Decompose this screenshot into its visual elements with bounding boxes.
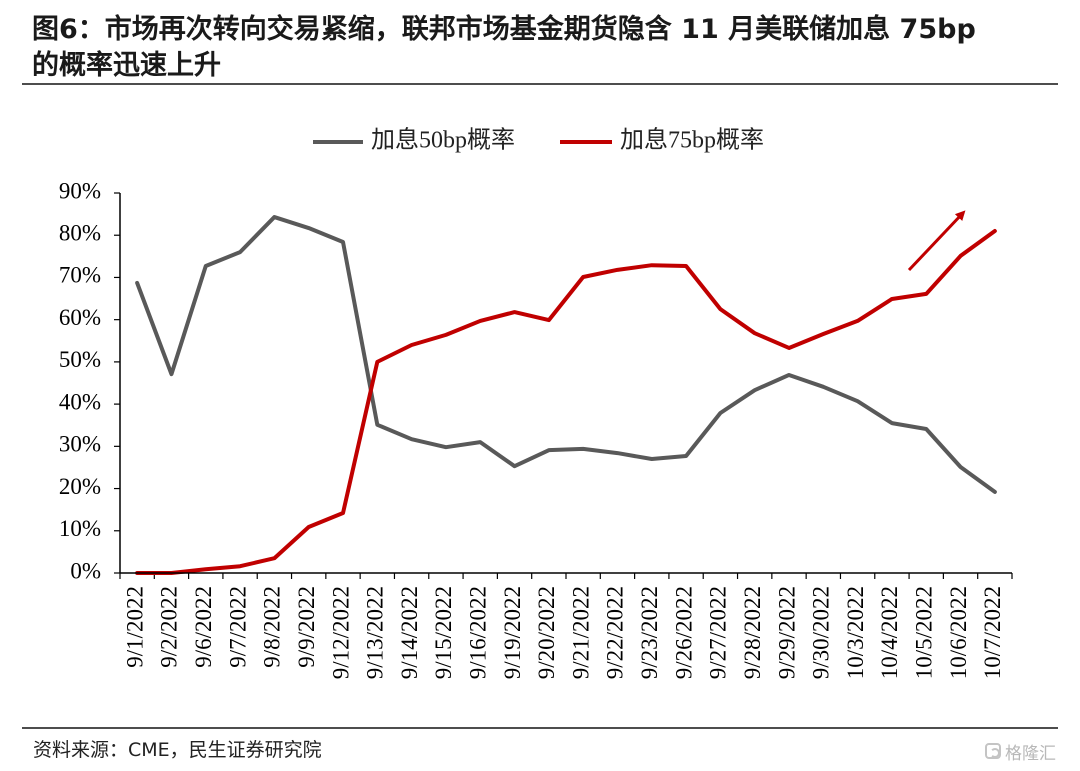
y-tick-label: 50% (59, 347, 101, 372)
x-tick-label: 9/7/2022 (225, 586, 250, 668)
x-tick-label: 10/7/2022 (980, 586, 1005, 679)
x-tick-label: 9/22/2022 (603, 586, 628, 679)
watermark-text: 格隆汇 (1005, 743, 1056, 764)
y-tick-label: 70% (59, 263, 101, 288)
x-tick-label: 9/29/2022 (774, 586, 799, 679)
legend-label-50bp: 加息50bp概率 (371, 127, 515, 154)
x-tick-label: 9/6/2022 (191, 586, 216, 668)
source-note: 资料来源：CME，民生证券研究院 (33, 739, 322, 761)
y-tick-label: 20% (59, 474, 101, 499)
x-tick-label: 9/13/2022 (363, 586, 388, 679)
watermark-logo-icon (985, 743, 1001, 759)
x-tick-label: 9/30/2022 (809, 586, 834, 679)
watermark: 格隆汇 (985, 739, 1056, 764)
y-tick-label: 10% (59, 516, 101, 541)
x-tick-label: 10/6/2022 (946, 586, 971, 679)
title-divider (22, 83, 1058, 85)
x-tick-label: 10/3/2022 (843, 586, 868, 679)
series-lines (135, 215, 997, 575)
x-tick-label: 9/26/2022 (671, 586, 696, 679)
x-axis-ticks: 9/1/2022 9/2/2022 9/6/2022 9/7/2022 9/8/2022… (119, 573, 1013, 679)
x-tick-label: 9/19/2022 (500, 586, 525, 679)
y-tick-label: 90% (59, 178, 101, 203)
x-tick-label: 10/4/2022 (877, 586, 902, 679)
figure-title: 图6：市场再次转向交易紧缩，联邦市场基金期货隐含 11 月美联储加息 75bp … (32, 12, 1052, 84)
x-tick-label: 9/14/2022 (397, 586, 422, 679)
legend: 加息50bp概率 加息75bp概率 (313, 127, 764, 154)
y-tick-label: 80% (59, 221, 101, 246)
y-tick-label: 40% (59, 389, 101, 414)
x-tick-label: 9/1/2022 (122, 586, 147, 668)
x-tick-label: 10/5/2022 (912, 586, 937, 679)
y-axis-ticks: 0% 10% 20% 30% 40% 50% 60% 70% 80% 90% (59, 178, 120, 583)
x-tick-label: 9/16/2022 (466, 586, 491, 679)
y-tick-label: 0% (70, 558, 101, 583)
figure-title-line-2: 的概率迅速上升 (32, 50, 221, 81)
x-tick-label: 9/28/2022 (740, 586, 765, 679)
y-tick-label: 30% (59, 432, 101, 457)
figure-title-line-1: 图6：市场再次转向交易紧缩，联邦市场基金期货隐含 11 月美联储加息 75bp (32, 14, 976, 45)
x-tick-label: 9/23/2022 (637, 586, 662, 679)
x-tick-label: 9/8/2022 (260, 586, 285, 668)
y-tick-label: 60% (59, 305, 101, 330)
x-tick-label: 9/20/2022 (534, 586, 559, 679)
series-1-line (135, 215, 997, 494)
x-tick-label: 9/15/2022 (431, 586, 456, 679)
source-divider (22, 727, 1058, 729)
legend-label-75bp: 加息75bp概率 (620, 127, 764, 154)
x-tick-label: 9/27/2022 (706, 586, 731, 679)
x-tick-label: 9/2/2022 (157, 586, 182, 668)
trend-arrow-icon (907, 210, 966, 272)
x-tick-label: 9/12/2022 (328, 586, 353, 679)
x-tick-label: 9/21/2022 (568, 586, 593, 679)
series-2-line (135, 229, 997, 575)
x-tick-label: 9/9/2022 (294, 586, 319, 668)
